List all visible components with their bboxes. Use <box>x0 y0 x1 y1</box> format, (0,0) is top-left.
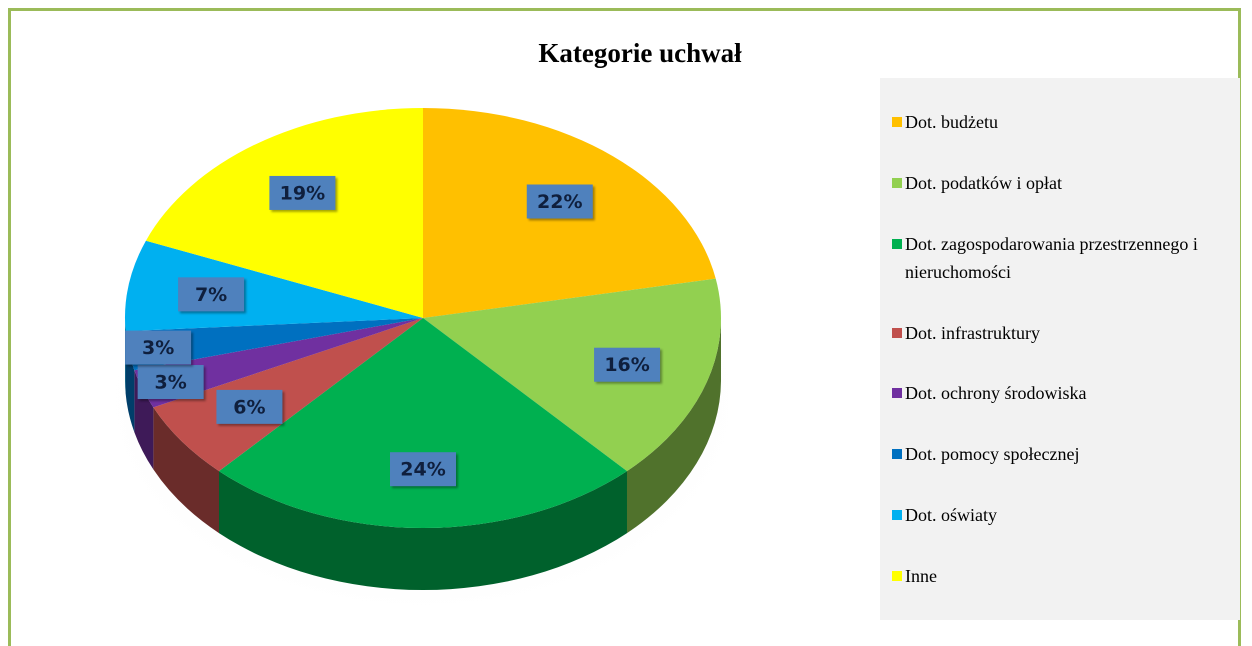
data-label-box <box>137 365 204 400</box>
data-label: 3% <box>155 372 187 394</box>
legend-swatch <box>892 178 902 189</box>
data-label-box <box>526 184 593 219</box>
data-label: 3% <box>142 337 174 359</box>
legend-label: Dot. infrastruktury <box>905 322 1040 343</box>
data-label-box <box>178 277 245 312</box>
data-label: 16% <box>604 354 649 376</box>
legend-swatch <box>892 117 902 128</box>
legend-label: Dot. zagospodarowania przestrzennego i n… <box>905 233 1198 282</box>
slice <box>125 318 423 371</box>
slice <box>153 318 423 472</box>
data-label-box <box>594 347 661 382</box>
legend-label: Dot. budżetu <box>905 112 998 133</box>
data-label-box <box>125 330 192 365</box>
chart: Kategorie uchwał 22% 16% 24% 6% 3% 3% 7% 19% <box>93 38 753 620</box>
legend: Dot. budżetu Dot. podatków i opłat Dot. za… <box>880 78 1240 620</box>
chart-title: Kategorie uchwał <box>538 38 742 68</box>
slice-side <box>626 318 721 534</box>
legend-item: Inne <box>892 562 1240 590</box>
legend-label: Dot. pomocy społecznej <box>905 444 1080 465</box>
legend-item: Dot. zagospodarowania przestrzennego i n… <box>892 230 1240 286</box>
slice <box>134 318 423 408</box>
legend-swatch <box>892 449 902 460</box>
legend-item: Dot. ochrony środowiska <box>892 379 1240 407</box>
slice-side <box>153 407 220 534</box>
legend-swatch <box>892 509 902 520</box>
legend-item: Dot. budżetu <box>892 108 1240 136</box>
legend-swatch <box>892 388 902 399</box>
legend-label: Inne <box>905 565 937 586</box>
legend-label: Dot. ochrony środowiska <box>905 383 1087 404</box>
data-label-box <box>269 175 336 210</box>
legend-label: Dot. podatków i opłat <box>905 173 1062 194</box>
data-label-box <box>216 389 283 424</box>
data-label: 6% <box>233 396 265 418</box>
data-label-box <box>390 452 456 487</box>
legend-swatch <box>892 570 902 581</box>
data-label: 24% <box>400 459 445 481</box>
slice <box>145 108 423 318</box>
legend-swatch <box>892 238 902 249</box>
legend-item: Dot. infrastruktury <box>892 319 1240 347</box>
legend-item: Dot. pomocy społecznej <box>892 440 1240 468</box>
legend-swatch <box>892 327 902 338</box>
data-label: 22% <box>537 191 582 213</box>
slice <box>423 278 721 472</box>
slice-side <box>219 471 627 591</box>
data-label: 7% <box>195 284 227 306</box>
legend-label: Dot. oświaty <box>905 504 997 525</box>
data-label: 19% <box>280 182 325 204</box>
legend-item: Dot. podatków i opłat <box>892 169 1240 197</box>
slice <box>219 318 627 528</box>
legend-item: Dot. oświaty <box>892 501 1240 529</box>
